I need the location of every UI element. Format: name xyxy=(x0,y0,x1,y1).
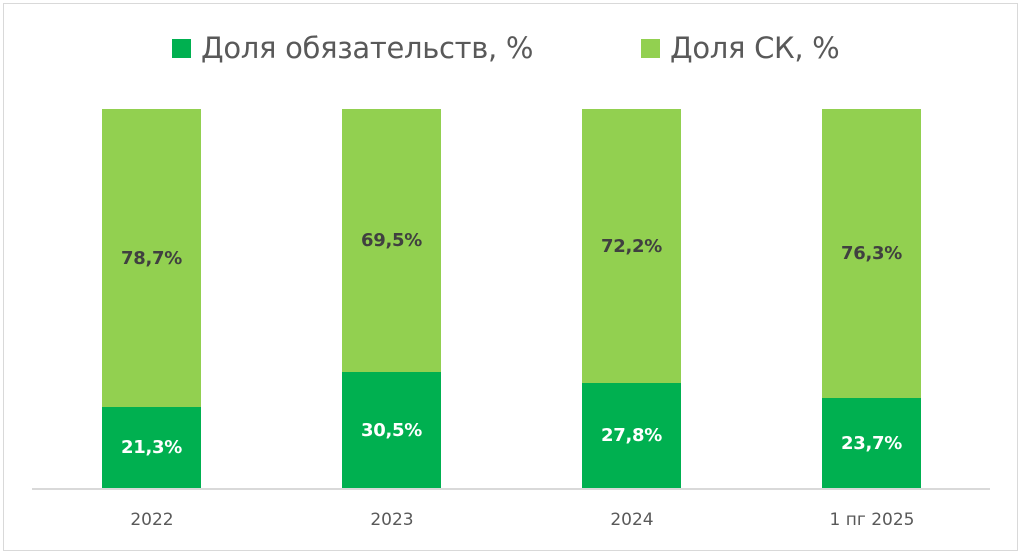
bar-segment-liabilities: 21,3% xyxy=(102,407,201,488)
x-axis-label-2022: 2022 xyxy=(130,510,174,530)
bar-segment-equity: 69,5% xyxy=(342,109,441,372)
x-axis-label-2024: 2024 xyxy=(610,510,654,530)
bar-segment-liabilities: 30,5% xyxy=(342,372,441,488)
bar-1h-2025: 76,3% 23,7% xyxy=(822,109,921,488)
chart-legend: Доля обязательств, % Доля СК, % xyxy=(0,30,1024,66)
x-axis-label-2023: 2023 xyxy=(370,510,414,530)
legend-swatch-liabilities xyxy=(172,38,191,58)
x-axis-line xyxy=(32,488,990,490)
data-label-equity: 72,2% xyxy=(601,235,662,257)
data-label-equity: 78,7% xyxy=(121,247,182,269)
legend-item-equity: Доля СК, % xyxy=(641,30,840,66)
bar-segment-equity: 76,3% xyxy=(822,109,921,398)
bar-2022: 78,7% 21,3% xyxy=(102,109,201,488)
data-label-liabilities: 21,3% xyxy=(121,437,182,458)
bar-segment-liabilities: 27,8% xyxy=(582,383,681,488)
legend-swatch-equity xyxy=(641,38,660,58)
bar-2023: 69,5% 30,5% xyxy=(342,109,441,488)
data-label-liabilities: 30,5% xyxy=(361,419,422,441)
data-label-liabilities: 23,7% xyxy=(841,432,902,454)
data-label-equity: 69,5% xyxy=(361,230,422,251)
legend-label-liabilities: Доля обязательств, % xyxy=(201,31,534,65)
legend-item-liabilities: Доля обязательств, % xyxy=(172,30,533,66)
x-axis-label-1h-2025: 1 пг 2025 xyxy=(829,510,915,530)
bar-segment-liabilities: 23,7% xyxy=(822,398,921,488)
bar-2024: 72,2% 27,8% xyxy=(582,109,681,488)
bar-segment-equity: 78,7% xyxy=(102,109,201,407)
data-label-liabilities: 27,8% xyxy=(601,425,662,446)
data-label-equity: 76,3% xyxy=(841,243,902,264)
bar-segment-equity: 72,2% xyxy=(582,109,681,383)
legend-label-equity: Доля СК, % xyxy=(670,31,840,65)
